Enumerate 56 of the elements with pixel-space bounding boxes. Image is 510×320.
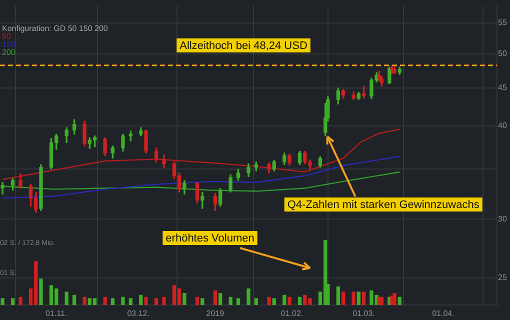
bar — [18, 296, 22, 305]
bar — [218, 292, 222, 305]
bar — [341, 292, 346, 305]
bar — [356, 292, 360, 305]
text: 200 — [2, 48, 16, 58]
x-tick-label: 01.03. — [352, 309, 375, 318]
bar — [64, 292, 68, 305]
bar — [213, 290, 218, 305]
bar — [228, 296, 232, 305]
bar — [254, 298, 258, 305]
y-tick-label: 40 — [498, 121, 508, 130]
bar — [398, 296, 402, 305]
y-tick-label: 25 — [498, 273, 508, 282]
x-tick-label: 01.02. — [280, 309, 304, 318]
bar — [272, 298, 276, 305]
annotation: Q4-Zahlen mit starken Gewinnzuwachs — [287, 199, 480, 212]
bar — [144, 296, 148, 305]
ref-line-label: Allzeithoch bei 48,24 USD — [180, 40, 308, 52]
bar — [246, 288, 250, 305]
y-tick-label: 55 — [498, 18, 508, 28]
bar — [103, 296, 107, 305]
y-tick-label: 50 — [498, 49, 508, 58]
bar — [182, 292, 186, 305]
bar — [298, 296, 302, 305]
y-tick-label: 30 — [498, 214, 508, 224]
bar — [139, 294, 143, 305]
text: 150 — [2, 40, 16, 50]
bar — [380, 296, 384, 305]
x-tick-label: 2019 — [206, 309, 225, 318]
bar — [110, 298, 115, 305]
bar — [392, 292, 396, 305]
bar — [0, 298, 4, 305]
x-tick-label: 01.04. — [432, 309, 454, 318]
annotation: erhöhtes Volumen — [166, 232, 254, 245]
bar — [82, 296, 86, 305]
bar — [162, 296, 166, 305]
bar — [267, 296, 271, 305]
bar — [121, 296, 125, 305]
text: 50 — [2, 32, 12, 42]
bar — [128, 298, 132, 305]
bar — [39, 278, 43, 305]
x-tick-label: 01.11. — [46, 309, 68, 318]
bar — [288, 296, 292, 305]
bar — [336, 286, 340, 305]
y-tick-label: 45 — [498, 83, 508, 92]
bar — [362, 292, 366, 305]
bar — [154, 298, 158, 305]
bar — [282, 294, 286, 305]
bar — [72, 294, 76, 305]
bar — [200, 298, 204, 305]
bar — [352, 292, 356, 305]
x-tick-label: 03.12. — [127, 309, 150, 318]
text: Konfiguration: GD 50 150 200 — [2, 24, 108, 34]
bar — [10, 298, 15, 305]
bar — [195, 296, 200, 305]
bar — [236, 298, 240, 305]
